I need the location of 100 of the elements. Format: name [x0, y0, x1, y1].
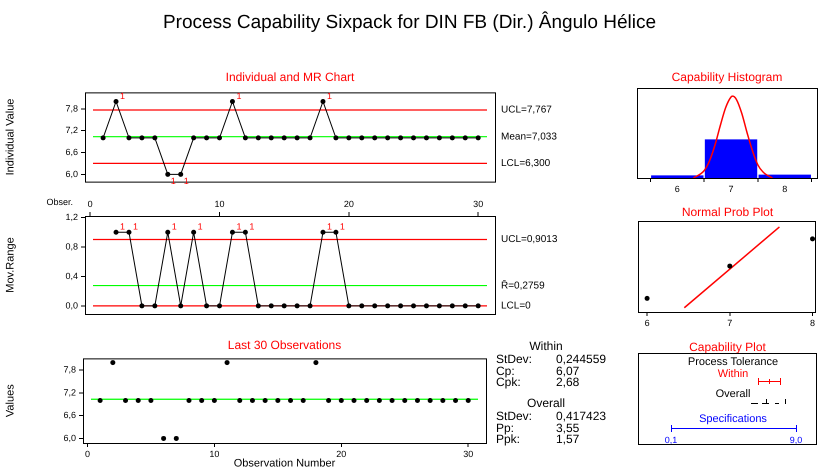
point	[424, 135, 429, 140]
point	[333, 135, 338, 140]
point	[98, 398, 103, 404]
point	[268, 135, 274, 140]
point	[372, 135, 378, 140]
x-tick-label: 10	[209, 448, 220, 459]
point	[453, 398, 458, 404]
text: 2,68	[556, 375, 580, 389]
text: StDev:	[496, 352, 532, 366]
text: 0,417423	[556, 409, 606, 423]
point	[114, 99, 119, 104]
x-tick-label: 6	[674, 184, 680, 194]
point	[275, 398, 280, 404]
chart-title: Individual and MR Chart	[224, 70, 356, 84]
point	[346, 135, 352, 140]
point	[414, 398, 420, 404]
text: 6,07	[556, 364, 580, 378]
point	[212, 398, 217, 404]
point	[174, 436, 179, 441]
text: Overall	[526, 396, 566, 410]
text: 3,55	[556, 420, 580, 434]
text: Cpk:	[496, 375, 521, 389]
y-tick-label: 1,2	[65, 212, 78, 222]
text: 0,244559	[556, 352, 606, 366]
text: 0,1	[664, 434, 678, 446]
chart-title: Capability Histogram	[670, 70, 784, 84]
y-tick-label: 7,2	[65, 125, 78, 136]
ref-line-label: LCL=0	[501, 300, 532, 312]
y-tick-label: 0,8	[65, 241, 78, 252]
text: Process Capability Sixpack for DIN FB (Dir.) Ângulo Hélice	[162, 12, 658, 34]
annotation: 1	[132, 222, 138, 232]
point	[230, 99, 235, 104]
point	[326, 398, 332, 404]
x-tick-label: 20	[336, 448, 346, 459]
point	[126, 135, 132, 140]
point	[165, 172, 170, 177]
point	[204, 135, 210, 140]
point	[440, 398, 446, 404]
annotation: 1	[236, 222, 242, 232]
x-tick-label: 30	[473, 199, 484, 210]
point	[351, 398, 356, 404]
point	[476, 135, 481, 140]
text: Cp:	[496, 364, 515, 378]
point	[376, 398, 382, 404]
point	[411, 135, 416, 140]
point	[224, 360, 230, 366]
annotation: 1	[326, 90, 332, 101]
x-tick-label: 0	[88, 199, 93, 210]
x-tick-label: 7	[727, 318, 732, 328]
point	[242, 135, 248, 140]
point	[288, 398, 294, 404]
text: Within	[528, 339, 564, 353]
text: Process Tolerance	[688, 356, 778, 368]
ref-line-label: LCL=6,300	[501, 158, 551, 170]
x-axis-title: Observation Number	[234, 457, 336, 470]
annotation: 1	[340, 222, 345, 232]
point	[364, 398, 370, 404]
point	[385, 135, 390, 140]
point	[294, 135, 300, 140]
point	[148, 398, 154, 404]
y-tick-label: 0,4	[65, 270, 78, 281]
point	[450, 135, 455, 140]
point	[139, 135, 144, 140]
y-tick-label: 6,6	[65, 146, 78, 157]
y-tick-label: 7,2	[63, 387, 76, 398]
point	[199, 398, 204, 404]
point	[123, 398, 128, 404]
point	[161, 436, 166, 441]
text: Pp:	[496, 420, 514, 434]
point	[462, 135, 468, 140]
point	[100, 135, 106, 140]
point	[300, 398, 306, 404]
point	[256, 135, 261, 140]
y-tick-label: 7,8	[65, 103, 78, 114]
text: Specifications	[699, 413, 767, 425]
chart-title: Normal Prob Plot	[680, 205, 774, 219]
x-axis-title: Obser.	[46, 196, 73, 207]
x-tick-label: 20	[344, 199, 354, 210]
y-axis-title: Values	[4, 384, 17, 418]
point	[136, 398, 141, 404]
annotation: 1	[120, 222, 126, 232]
x-tick-label: 8	[782, 184, 788, 194]
point	[359, 135, 364, 140]
ref-line-label: R̄=0,2759	[501, 280, 546, 292]
annotation: 1	[198, 222, 203, 232]
point	[466, 398, 471, 404]
y-tick-label: 6,6	[63, 410, 76, 420]
point	[282, 135, 287, 140]
point	[390, 398, 395, 404]
annotation: 1	[326, 222, 332, 232]
point	[191, 135, 196, 140]
ref-line-label: Mean=7,033	[501, 131, 558, 142]
y-axis-title: Mov.Range	[4, 237, 17, 293]
annotation: 1	[249, 222, 254, 232]
x-tick-label: 30	[463, 448, 474, 459]
point	[250, 398, 255, 404]
annotation: 1	[120, 90, 126, 101]
point	[110, 360, 116, 366]
point	[178, 172, 184, 177]
ref-line-label: UCL=0,9013	[501, 234, 558, 246]
